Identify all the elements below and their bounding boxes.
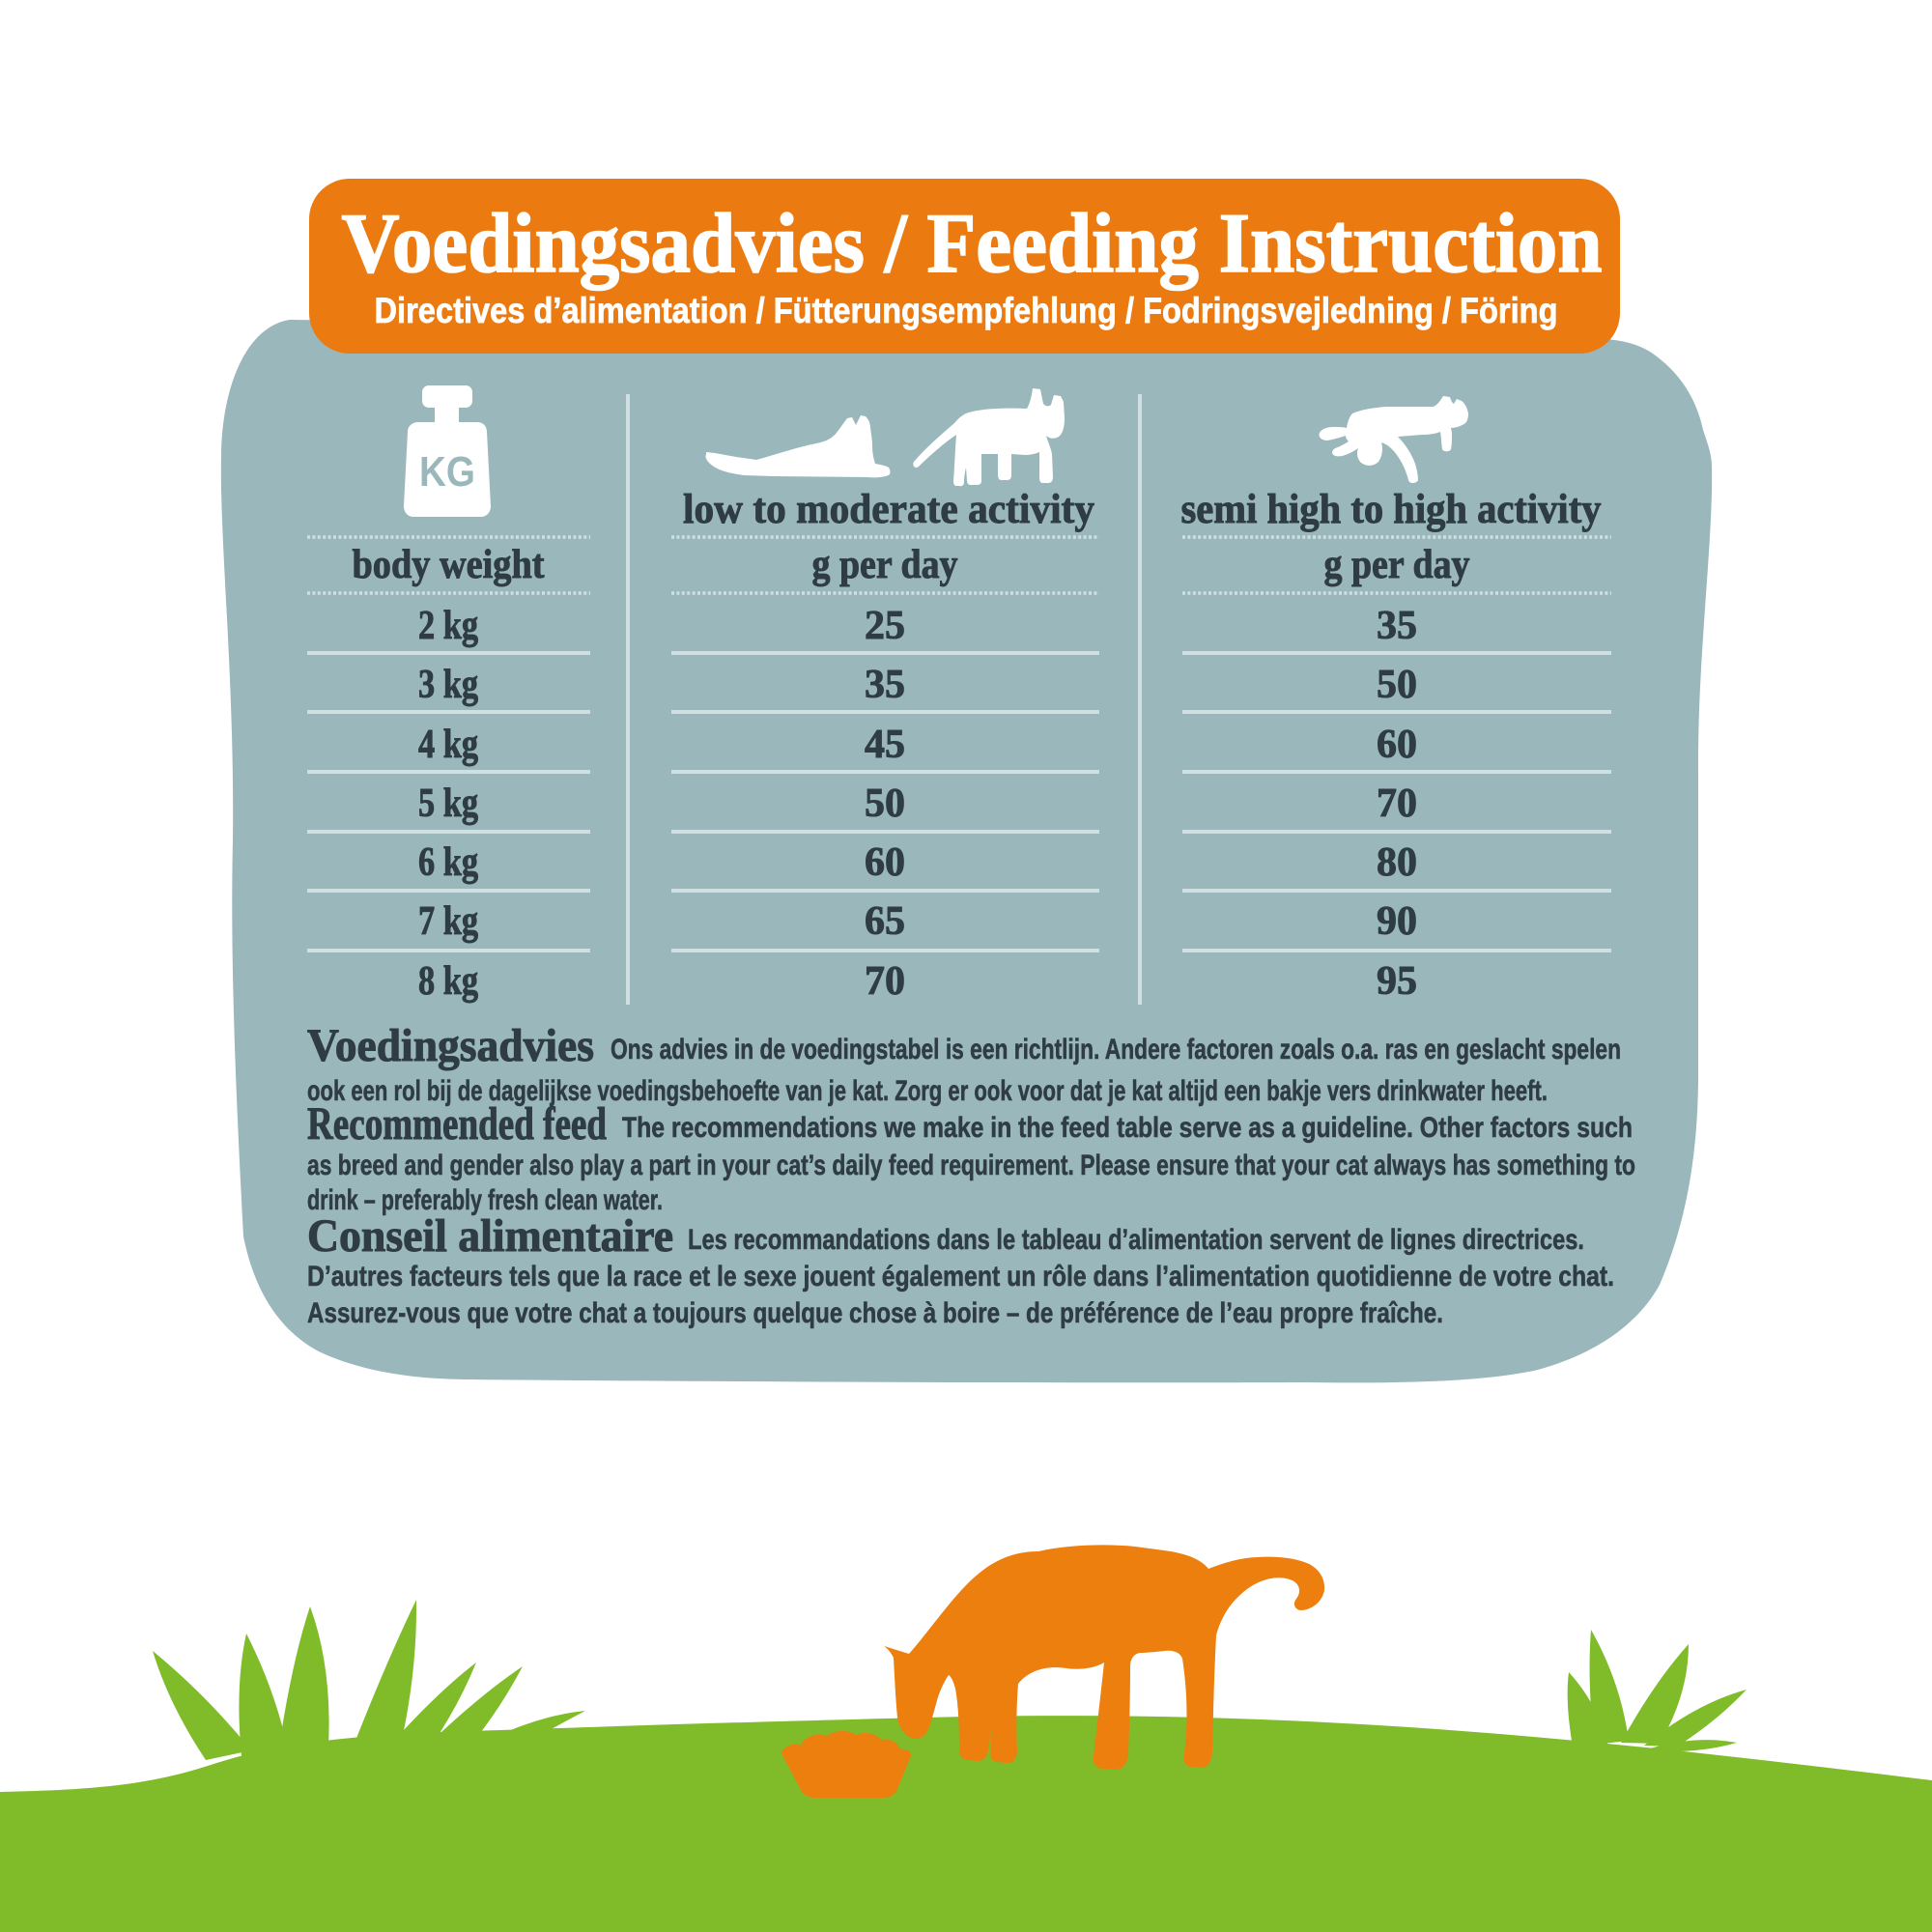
svg-text:Directives d’alimentation / Fü: Directives d’alimentation / Fütterungsem…	[375, 291, 1558, 330]
svg-text:7 kg: 7 kg	[418, 899, 478, 944]
svg-text:4 kg: 4 kg	[418, 723, 478, 767]
svg-text:g per day: g per day	[812, 543, 958, 587]
svg-text:Voedingsadvies: Voedingsadvies	[307, 1020, 594, 1071]
svg-text:D’autres facteurs tels que la: D’autres facteurs tels que la race et le…	[307, 1261, 1614, 1293]
svg-text:60: 60	[865, 840, 905, 885]
svg-text:80: 80	[1377, 840, 1417, 885]
svg-text:70: 70	[1377, 781, 1417, 826]
svg-text:8 kg: 8 kg	[418, 959, 478, 1004]
svg-text:Les recommandations dans le ta: Les recommandations dans le tableau d’al…	[688, 1224, 1584, 1256]
svg-text:50: 50	[1377, 663, 1417, 707]
svg-text:90: 90	[1377, 899, 1417, 944]
svg-text:Ons advies in de voedingstabel: Ons advies in de voedingstabel is een ri…	[611, 1034, 1621, 1065]
svg-text:The recommendations we make in: The recommendations we make in the feed …	[622, 1112, 1633, 1144]
svg-text:Conseil alimentaire: Conseil alimentaire	[307, 1210, 673, 1262]
svg-text:Recommended feed: Recommended feed	[307, 1098, 607, 1150]
svg-text:low to moderate activity: low to moderate activity	[683, 487, 1094, 532]
svg-text:Assurez-vous que votre chat a: Assurez-vous que votre chat a toujours q…	[307, 1297, 1443, 1329]
svg-text:3 kg: 3 kg	[418, 663, 478, 707]
svg-text:35: 35	[1377, 604, 1417, 648]
svg-text:65: 65	[865, 899, 905, 944]
svg-text:35: 35	[865, 663, 905, 707]
svg-text:ook een rol bij de dagelijkse: ook een rol bij de dagelijkse voedingsbe…	[307, 1075, 1548, 1107]
svg-text:25: 25	[865, 604, 905, 648]
svg-text:as breed and gender also play: as breed and gender also play a part in …	[307, 1150, 1635, 1181]
svg-text:5 kg: 5 kg	[418, 781, 478, 826]
svg-text:g per day: g per day	[1324, 543, 1470, 587]
svg-text:KG: KG	[419, 448, 475, 496]
svg-text:2 kg: 2 kg	[418, 604, 478, 648]
svg-text:50: 50	[865, 781, 905, 826]
svg-text:45: 45	[865, 723, 905, 767]
svg-text:70: 70	[865, 959, 905, 1004]
svg-text:95: 95	[1377, 959, 1417, 1004]
svg-text:drink – preferably fresh clean: drink – preferably fresh clean water.	[307, 1184, 663, 1216]
svg-text:Voedingsadvies / Feeding Instr: Voedingsadvies / Feeding Instruction	[342, 197, 1603, 291]
svg-text:6 kg: 6 kg	[418, 840, 478, 885]
svg-text:60: 60	[1377, 723, 1417, 767]
svg-text:body weight: body weight	[353, 543, 545, 587]
svg-text:semi high to high activity: semi high to high activity	[1181, 487, 1602, 532]
